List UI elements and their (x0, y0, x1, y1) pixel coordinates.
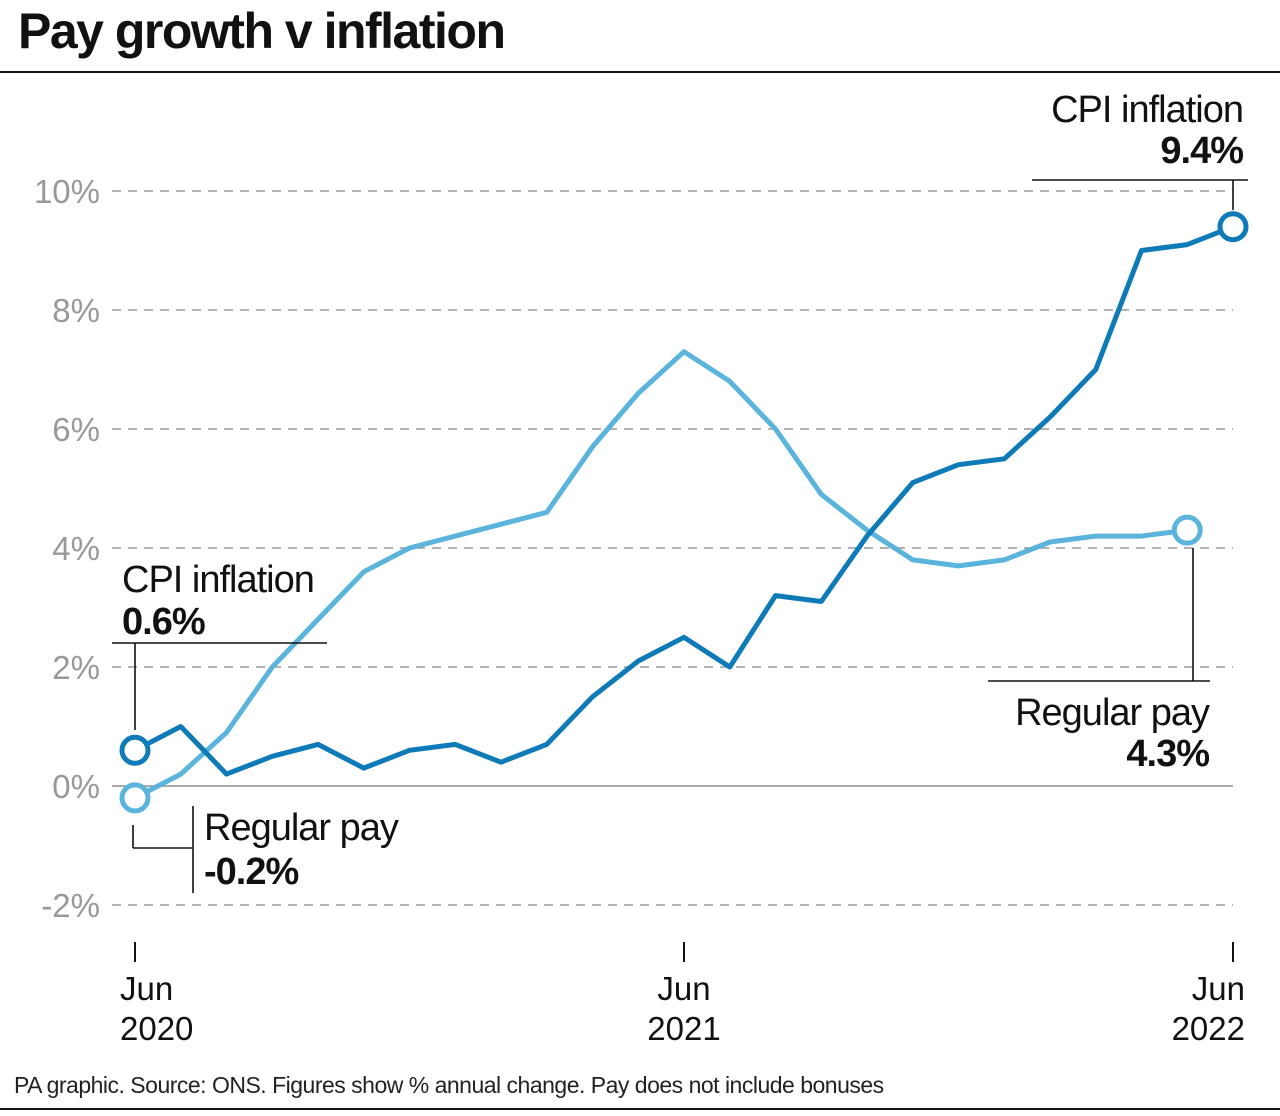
source-note: PA graphic. Source: ONS. Figures show % … (14, 1072, 884, 1098)
x-tick-year: 2020 (120, 1010, 193, 1047)
regular-pay-line (133, 349, 1188, 801)
chart-title: Pay growth v inflation (18, 3, 506, 59)
annotation-label: Regular pay (1015, 692, 1210, 734)
annotation-label: CPI inflation (122, 559, 314, 601)
annotation-value: 4.3% (1126, 733, 1209, 775)
x-tick-month: Jun (120, 970, 173, 1007)
cpi-endpoint-marker (1217, 211, 1249, 243)
x-tick-month: Jun (657, 970, 710, 1007)
x-tick-year: 2022 (1172, 1010, 1245, 1047)
annotation-value: 9.4% (1160, 130, 1243, 172)
annotation-value: 0.6% (122, 601, 205, 643)
cpi-endpoint-marker (119, 734, 151, 766)
cpi-inflation-line (133, 224, 1234, 777)
x-tick-month: Jun (1192, 970, 1245, 1007)
annotation-label: Regular pay (204, 807, 399, 849)
y-tick-label: 8% (52, 292, 100, 329)
title-rule (0, 71, 1280, 73)
annotation-label: CPI inflation (1051, 89, 1243, 131)
y-tick-label: 0% (52, 768, 100, 805)
footer-rule (0, 1108, 1280, 1110)
y-tick-label: 4% (52, 530, 100, 567)
x-tick-year: 2021 (647, 1010, 720, 1047)
pay-endpoint-marker (1171, 514, 1203, 546)
y-tick-label: 2% (52, 649, 100, 686)
y-tick-label: 10% (34, 173, 100, 210)
y-tick-label: -2% (41, 887, 100, 924)
pay-endpoint-marker (119, 782, 151, 814)
y-tick-label: 6% (52, 411, 100, 448)
annotation-value: -0.2% (204, 851, 298, 893)
